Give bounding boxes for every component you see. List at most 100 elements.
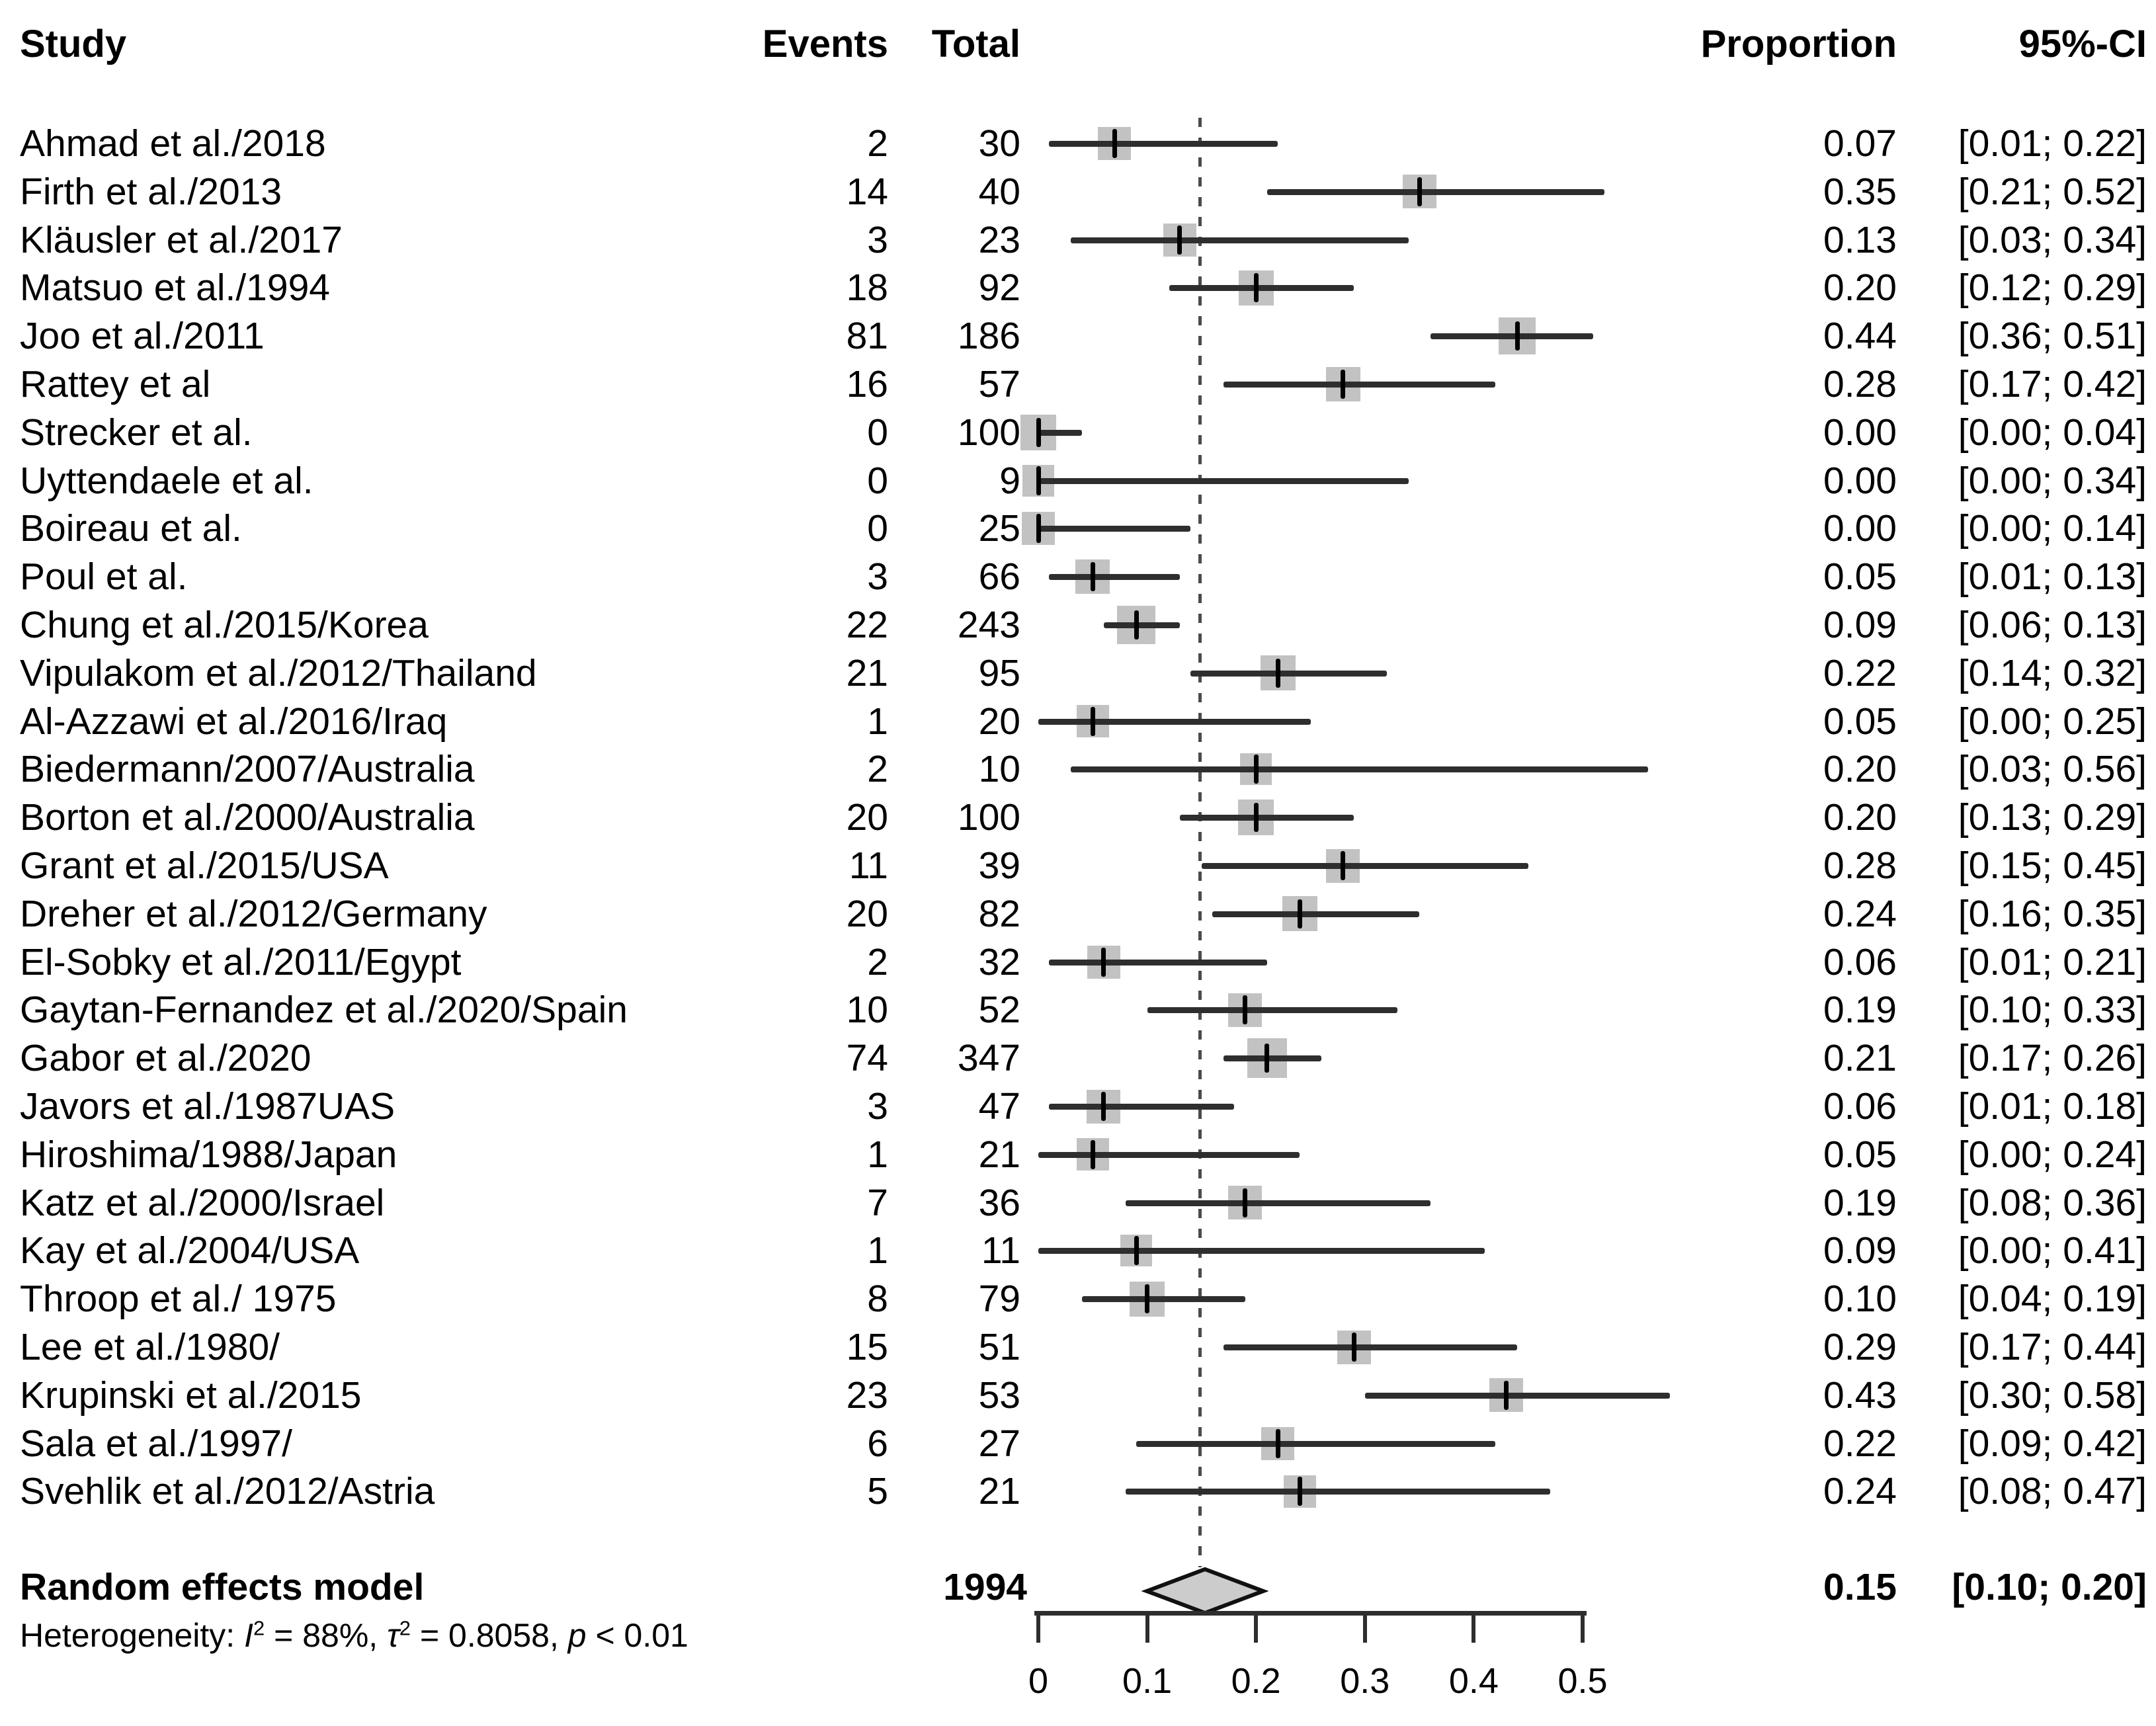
ci-value: [0.17; 0.26] — [1958, 1037, 2147, 1080]
total-value: 39 — [978, 844, 1020, 887]
ci-line — [1038, 1151, 1300, 1158]
proportion-value: 0.06 — [1823, 940, 1897, 983]
events-value: 3 — [867, 1085, 888, 1128]
study-label: Grant et al./2015/USA — [20, 844, 389, 887]
point-marker — [1243, 1188, 1248, 1217]
events-value: 81 — [846, 315, 888, 358]
proportion-value: 0.22 — [1823, 651, 1897, 694]
ci-line — [1169, 285, 1354, 292]
study-label: Throop et al./ 1975 — [20, 1278, 337, 1321]
column-header-ci: 95%-CI — [2018, 22, 2147, 65]
study-label: El-Sobky et al./2011/Egypt — [20, 940, 462, 983]
ci-value: [0.00; 0.04] — [1958, 411, 2147, 454]
events-value: 1 — [867, 1229, 888, 1272]
ci-value: [0.36; 0.51] — [1958, 315, 2147, 358]
proportion-value: 0.00 — [1823, 411, 1897, 454]
events-value: 20 — [846, 892, 888, 935]
events-value: 10 — [846, 989, 888, 1032]
proportion-value: 0.10 — [1823, 1278, 1897, 1321]
x-axis-tick-label: 0.2 — [1231, 1661, 1281, 1701]
summary-ci-value: [0.10; 0.20] — [1952, 1566, 2147, 1608]
study-label: Vipulakom et al./2012/Thailand — [20, 651, 537, 694]
events-value: 21 — [846, 651, 888, 694]
events-value: 74 — [846, 1037, 888, 1080]
point-marker — [1112, 129, 1117, 158]
ci-line — [1038, 1248, 1485, 1254]
study-label: Katz et al./2000/Israel — [20, 1181, 385, 1224]
ci-line — [1201, 863, 1528, 869]
total-value: 25 — [978, 507, 1020, 550]
point-marker — [1145, 1284, 1150, 1314]
x-axis-tick — [1254, 1612, 1259, 1643]
ci-line — [1103, 622, 1180, 628]
proportion-value: 0.35 — [1823, 170, 1897, 213]
x-axis-tick — [1036, 1612, 1040, 1643]
proportion-value: 0.24 — [1823, 892, 1897, 935]
het-i-sup: 2 — [253, 1616, 265, 1640]
total-value: 66 — [978, 555, 1020, 598]
ci-value: [0.06; 0.13] — [1958, 604, 2147, 646]
x-axis-tick-label: 0 — [1028, 1661, 1049, 1701]
study-label: Lee et al./1980/ — [20, 1326, 280, 1368]
point-marker — [1036, 417, 1041, 447]
x-axis-tick — [1472, 1612, 1476, 1643]
total-value: 186 — [957, 315, 1020, 358]
het-tau-sup: 2 — [399, 1616, 411, 1640]
total-value: 79 — [978, 1278, 1020, 1321]
ci-value: [0.03; 0.56] — [1958, 748, 2147, 791]
study-label: Rattey et al — [20, 363, 211, 405]
summary-proportion-value: 0.15 — [1823, 1566, 1897, 1608]
ci-line — [1212, 911, 1420, 917]
study-label: Kläusler et al./2017 — [20, 218, 343, 261]
ci-value: [0.14; 0.32] — [1958, 651, 2147, 694]
total-value: 100 — [957, 411, 1020, 454]
ci-line — [1038, 718, 1311, 725]
het-prefix: Heterogeneity: — [20, 1617, 245, 1654]
point-marker — [1101, 1092, 1106, 1121]
proportion-value: 0.20 — [1823, 748, 1897, 791]
point-marker — [1275, 658, 1280, 688]
proportion-value: 0.05 — [1823, 1133, 1897, 1176]
ci-value: [0.17; 0.42] — [1958, 363, 2147, 405]
point-marker — [1177, 225, 1182, 255]
ci-line — [1147, 1007, 1398, 1014]
events-value: 15 — [846, 1326, 888, 1368]
ci-value: [0.08; 0.36] — [1958, 1181, 2147, 1224]
study-label: Svehlik et al./2012/Astria — [20, 1470, 435, 1513]
total-value: 82 — [978, 892, 1020, 935]
total-value: 36 — [978, 1181, 1020, 1224]
ci-value: [0.10; 0.33] — [1958, 989, 2147, 1032]
events-value: 20 — [846, 796, 888, 839]
ci-value: [0.12; 0.29] — [1958, 267, 2147, 309]
point-marker — [1341, 851, 1346, 880]
ci-value: [0.01; 0.13] — [1958, 555, 2147, 598]
het-i-symbol: I — [244, 1617, 253, 1654]
x-axis-tick — [1581, 1612, 1585, 1643]
total-value: 95 — [978, 651, 1020, 694]
reference-line — [1198, 118, 1202, 1567]
point-marker — [1253, 755, 1259, 784]
proportion-value: 0.05 — [1823, 555, 1897, 598]
ci-line — [1136, 1440, 1496, 1447]
ci-value: [0.15; 0.45] — [1958, 844, 2147, 887]
study-label: Uyttendaele et al. — [20, 459, 313, 502]
ci-value: [0.03; 0.34] — [1958, 218, 2147, 261]
ci-value: [0.30; 0.58] — [1958, 1374, 2147, 1417]
ci-value: [0.04; 0.19] — [1958, 1278, 2147, 1321]
ci-line — [1179, 815, 1354, 821]
study-label: Dreher et al./2012/Germany — [20, 892, 487, 935]
ci-value: [0.00; 0.41] — [1958, 1229, 2147, 1272]
proportion-value: 0.28 — [1823, 844, 1897, 887]
study-label: Borton et al./2000/Australia — [20, 796, 475, 839]
proportion-value: 0.09 — [1823, 1229, 1897, 1272]
column-header-proportion: Proportion — [1700, 22, 1897, 65]
ci-value: [0.00; 0.34] — [1958, 459, 2147, 502]
total-value: 51 — [978, 1326, 1020, 1368]
total-value: 32 — [978, 940, 1020, 983]
ci-value: [0.01; 0.21] — [1958, 940, 2147, 983]
total-value: 23 — [978, 218, 1020, 261]
point-marker — [1036, 514, 1041, 544]
events-value: 1 — [867, 700, 888, 743]
proportion-value: 0.44 — [1823, 315, 1897, 358]
ci-value: [0.17; 0.44] — [1958, 1326, 2147, 1368]
